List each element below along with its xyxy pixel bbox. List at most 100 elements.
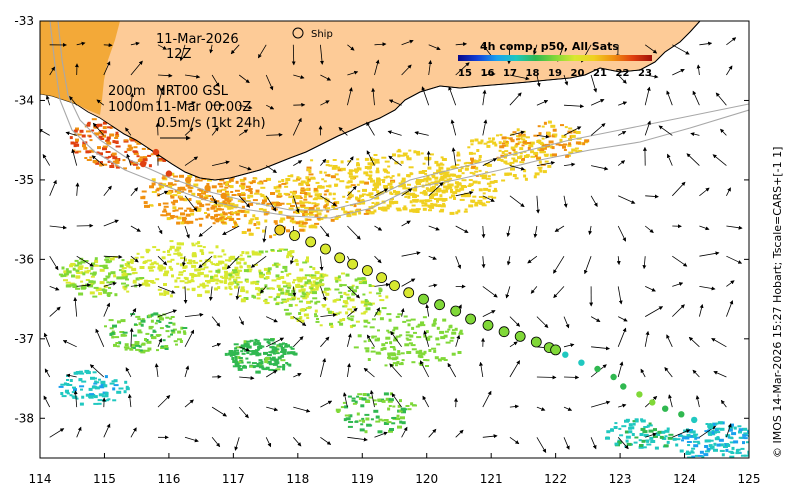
sst-pixel: [449, 173, 455, 177]
sst-obs-point: [220, 192, 227, 199]
current-vector: [347, 44, 355, 51]
current-vector: [181, 256, 186, 267]
sst-pixel: [262, 199, 267, 203]
sst-pixel: [653, 428, 657, 432]
sst-pixel: [259, 193, 263, 196]
sst-pixel: [323, 193, 327, 196]
sst-pixel: [469, 171, 474, 174]
sst-pixel: [313, 187, 318, 191]
sst-pixel: [159, 317, 164, 321]
sst-pixel: [410, 188, 415, 191]
sst-pixel: [387, 165, 391, 168]
sst-pixel: [210, 206, 216, 210]
sst-pixel: [479, 174, 483, 177]
sst-pixel: [725, 448, 729, 452]
sst-pixel: [714, 462, 719, 464]
sst-pixel: [508, 163, 512, 166]
colorbar-ticks: 15 16 17 18 19 20 21 22 23: [458, 68, 652, 79]
sst-pixel: [115, 145, 121, 148]
sst-pixel: [697, 454, 703, 457]
sst-pixel: [291, 289, 296, 293]
current-vector: [509, 404, 520, 409]
current-vector: [235, 286, 240, 301]
sst-pixel: [362, 393, 367, 396]
sst-pixel: [530, 155, 536, 158]
sst-pixel: [275, 348, 280, 351]
sst-pixel: [572, 129, 577, 132]
sst-pixel: [740, 447, 745, 450]
sst-pixel: [288, 272, 292, 275]
sst-pixel: [727, 444, 731, 447]
sst-pixel: [113, 384, 119, 387]
sst-pixel: [124, 150, 128, 153]
sst-pixel: [659, 435, 664, 439]
sst-pixel: [474, 138, 479, 142]
sst-pixel: [312, 267, 316, 271]
sst-pixel: [229, 350, 233, 353]
sst-pixel: [157, 288, 162, 291]
current-vector: [374, 255, 382, 264]
sst-pixel: [440, 357, 446, 361]
sst-pixel: [252, 214, 256, 218]
current-vector: [125, 127, 132, 136]
sst-pixel: [289, 298, 295, 301]
sst-pixel: [385, 295, 389, 299]
sst-pixel: [306, 256, 309, 260]
sst-pixel: [205, 203, 211, 206]
current-vector: [428, 283, 438, 288]
sst-pixel: [199, 223, 203, 227]
plot-frame: [39, 20, 750, 459]
sst-pixel: [141, 190, 147, 193]
current-vector: [49, 225, 67, 230]
sst-pixel: [214, 287, 218, 291]
current-vector: [125, 367, 132, 378]
sst-pixel: [253, 177, 258, 180]
sst-pixel: [500, 158, 504, 162]
sst-pixel: [243, 261, 247, 264]
sst-pixel: [133, 151, 138, 154]
sst-pixel: [190, 212, 195, 216]
sst-pixel: [397, 313, 403, 316]
sst-pixel: [373, 409, 379, 413]
sst-pixel: [132, 334, 137, 337]
sst-pixel: [151, 262, 155, 266]
sst-pixel: [359, 428, 365, 432]
sst-pixel: [375, 420, 381, 423]
sst-pixel: [367, 358, 371, 361]
sst-pixel: [683, 429, 689, 432]
sst-pixel: [201, 252, 205, 255]
sst-pixel: [138, 322, 142, 326]
sst-pixel: [505, 143, 509, 147]
sst-pixel: [512, 131, 517, 134]
sst-pixel: [368, 291, 372, 294]
sst-pixel: [548, 140, 554, 144]
ship-track-point: [320, 243, 331, 255]
sst-pixel: [449, 324, 453, 327]
sst-pixel: [114, 137, 119, 139]
sst-pixel: [358, 211, 362, 215]
current-vector: [618, 403, 627, 408]
sst-pixel: [400, 352, 405, 355]
sst-pixel: [300, 295, 306, 298]
sst-pixel: [239, 178, 245, 182]
sst-pixel: [148, 269, 154, 272]
sst-pixel: [382, 181, 385, 183]
current-vector: [450, 119, 457, 136]
sst-pixel: [357, 277, 363, 281]
current-vector: [184, 195, 198, 212]
current-vector: [401, 39, 414, 46]
ship-track-point: [434, 299, 446, 311]
sst-pixel: [306, 218, 312, 221]
sst-pixel: [236, 281, 240, 284]
sst-pixel: [268, 354, 272, 356]
sst-pixel: [625, 435, 631, 439]
sst-pixel: [324, 199, 328, 203]
sst-pixel: [743, 437, 748, 440]
current-vector: [238, 74, 250, 84]
sst-pixel: [286, 298, 290, 302]
sst-pixel: [357, 202, 362, 205]
sst-pixel: [347, 308, 353, 311]
sst-pixel: [376, 167, 380, 171]
colorbar-tick-label: 21: [593, 68, 607, 79]
sst-pixel: [275, 264, 279, 268]
